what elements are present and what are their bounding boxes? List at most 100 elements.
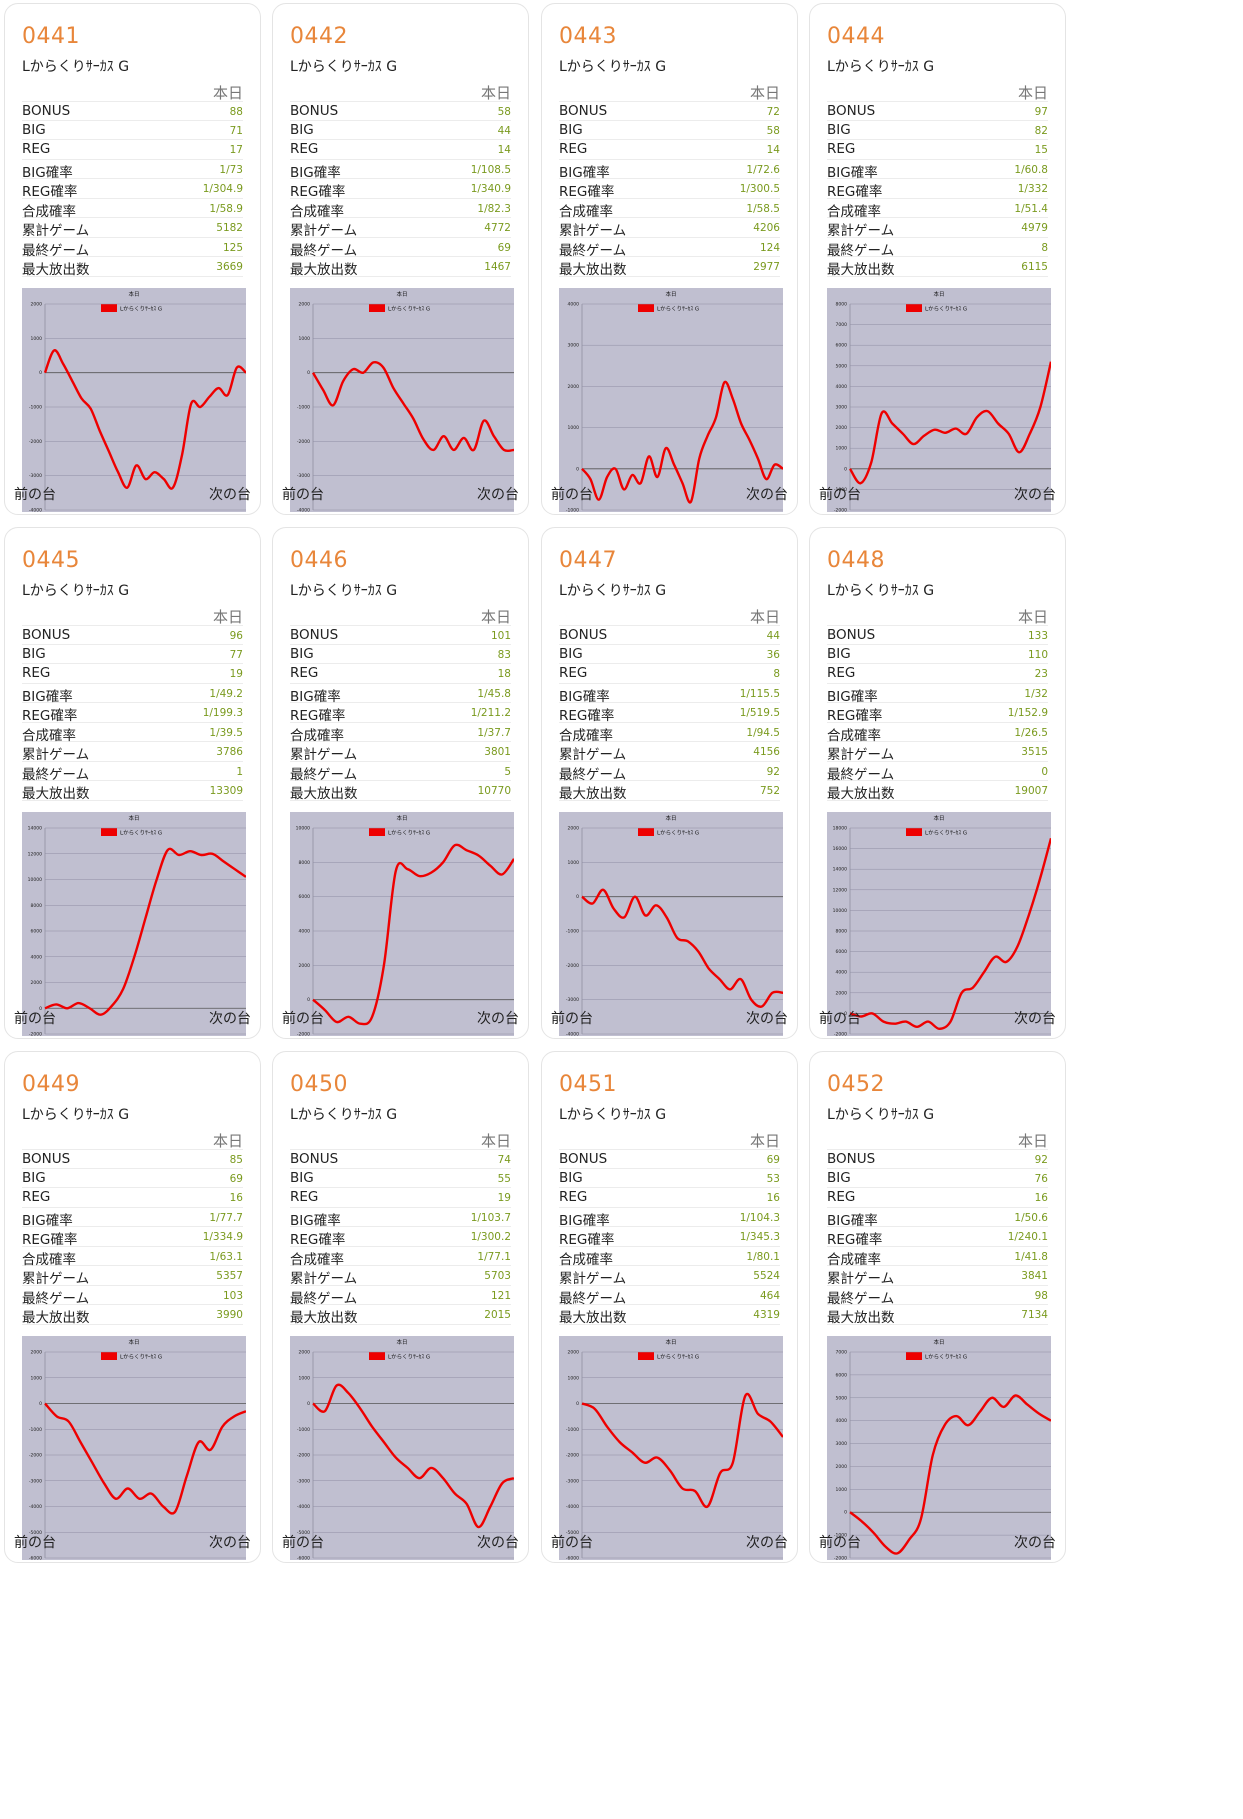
next-machine-link[interactable]: 次の台: [1014, 1535, 1056, 1551]
machine-card: 0445 Lからくりｻｰｶｽ G 本日 BONUS 96 BIG 77 REG 19 BIG確率 1…: [4, 527, 261, 1039]
next-machine-link[interactable]: 次の台: [477, 1011, 519, 1027]
prev-machine-link[interactable]: 前の台: [819, 1535, 861, 1551]
next-machine-link[interactable]: 次の台: [209, 1535, 251, 1551]
y-tick-label: -3000: [297, 473, 310, 479]
legend-label: Lからくりｻｰｶｽ G: [925, 830, 967, 837]
stat-label: 累計ゲーム: [827, 1271, 895, 1287]
prev-machine-link[interactable]: 前の台: [819, 1011, 861, 1027]
stat-row: 累計ゲーム 5182: [22, 218, 243, 239]
stat-label: REG確率: [22, 184, 78, 200]
y-tick-label: -1000: [566, 508, 579, 513]
chart-title: 本日: [128, 290, 139, 298]
stat-value: 44: [497, 124, 511, 137]
y-tick-label: 2000: [299, 1350, 311, 1356]
stat-label: BIG: [290, 1169, 314, 1186]
stat-row: REG確率 1/300.5: [559, 179, 780, 200]
stat-label: BIG: [22, 121, 46, 138]
y-tick-label: 0: [39, 1401, 42, 1407]
stat-label: BIG: [559, 121, 583, 138]
machine-number[interactable]: 0443: [559, 24, 617, 49]
machine-number[interactable]: 0445: [22, 548, 80, 573]
chart-title: 本日: [396, 814, 407, 822]
stat-row: BIG 44: [290, 121, 511, 140]
stat-label: BIG確率: [290, 164, 341, 181]
period-header: 本日: [480, 608, 511, 626]
prev-machine-link[interactable]: 前の台: [14, 487, 56, 503]
machine-number[interactable]: 0442: [290, 24, 348, 49]
y-tick-label: 0: [844, 1510, 847, 1516]
stat-value: 464: [759, 1289, 780, 1302]
next-machine-link[interactable]: 次の台: [209, 487, 251, 503]
stats-table: BONUS 69 BIG 53 REG 16 BIG確率 1/104.3 REG確率 1/345.…: [559, 1149, 780, 1326]
slump-graph: 本日 Lからくりｻｰｶｽ G 2000 1000 0 -1000 -2000 -3000 -40…: [290, 1336, 514, 1560]
y-tick-label: 1000: [299, 336, 311, 342]
machine-card: 0451 Lからくりｻｰｶｽ G 本日 BONUS 69 BIG 53 REG 16 BIG確率 1…: [541, 1051, 798, 1563]
stat-row: BIG 69: [22, 1169, 243, 1188]
next-machine-link[interactable]: 次の台: [477, 487, 519, 503]
stat-label: 最大放出数: [559, 1310, 627, 1326]
machine-number[interactable]: 0441: [22, 24, 80, 49]
next-machine-link[interactable]: 次の台: [746, 487, 788, 503]
stat-value: 1/300.2: [470, 1231, 511, 1243]
y-tick-label: -6000: [29, 1556, 42, 1561]
stat-value: 13309: [209, 785, 243, 797]
stat-label: REG: [559, 665, 588, 681]
next-machine-link[interactable]: 次の台: [746, 1535, 788, 1551]
stats-table: BONUS 44 BIG 36 REG 8 BIG確率 1/115.5 REG確率 1/519.5…: [559, 625, 780, 802]
machine-model: Lからくりｻｰｶｽ G: [827, 1107, 935, 1123]
machine-model: Lからくりｻｰｶｽ G: [559, 583, 667, 599]
next-machine-link[interactable]: 次の台: [477, 1535, 519, 1551]
stat-value: 103: [222, 1289, 243, 1302]
prev-machine-link[interactable]: 前の台: [14, 1535, 56, 1551]
stat-value: 19: [497, 1192, 511, 1204]
stat-label: 最大放出数: [559, 262, 627, 278]
next-machine-link[interactable]: 次の台: [1014, 1011, 1056, 1027]
y-tick-label: 2000: [568, 1350, 580, 1356]
stat-label: BIG確率: [559, 688, 610, 705]
stat-value: 1/77.7: [209, 1211, 243, 1224]
stat-row: REG確率 1/199.3: [22, 703, 243, 724]
stat-label: REG確率: [559, 184, 615, 200]
series-line: [311, 360, 514, 453]
prev-machine-link[interactable]: 前の台: [282, 1011, 324, 1027]
next-machine-link[interactable]: 次の台: [1014, 487, 1056, 503]
stat-value: 1/58.9: [209, 202, 243, 215]
prev-machine-link[interactable]: 前の台: [551, 1011, 593, 1027]
y-tick-label: -6000: [297, 1556, 310, 1561]
machine-number[interactable]: 0444: [827, 24, 885, 49]
stat-label: 最大放出数: [22, 262, 90, 278]
prev-machine-link[interactable]: 前の台: [551, 487, 593, 503]
prev-machine-link[interactable]: 前の台: [282, 487, 324, 503]
prev-machine-link[interactable]: 前の台: [282, 1535, 324, 1551]
next-machine-link[interactable]: 次の台: [746, 1011, 788, 1027]
prev-machine-link[interactable]: 前の台: [551, 1535, 593, 1551]
stat-row: 合成確率 1/63.1: [22, 1247, 243, 1268]
machine-card: 0447 Lからくりｻｰｶｽ G 本日 BONUS 44 BIG 36 REG 8 BIG確率 1/…: [541, 527, 798, 1039]
machine-number[interactable]: 0446: [290, 548, 348, 573]
stat-label: BIG確率: [559, 164, 610, 181]
machine-number[interactable]: 0448: [827, 548, 885, 573]
slump-graph: 本日 Lからくりｻｰｶｽ G 2000 1000 0 -1000 -2000 -3000 -40…: [559, 812, 783, 1036]
stat-label: 累計ゲーム: [22, 1271, 90, 1287]
machine-card: 0448 Lからくりｻｰｶｽ G 本日 BONUS 133 BIG 110 REG 23 BIG確…: [809, 527, 1066, 1039]
machine-model: Lからくりｻｰｶｽ G: [22, 59, 130, 75]
next-machine-link[interactable]: 次の台: [209, 1011, 251, 1027]
y-tick-label: 0: [576, 466, 579, 472]
prev-machine-link[interactable]: 前の台: [14, 1011, 56, 1027]
stat-label: REG確率: [290, 1232, 346, 1248]
machine-number[interactable]: 0451: [559, 1072, 617, 1097]
machine-number[interactable]: 0449: [22, 1072, 80, 1097]
stat-value: 1/39.5: [209, 726, 243, 739]
y-tick-label: 2000: [568, 384, 580, 390]
stat-row: BIG 71: [22, 121, 243, 140]
stat-row: 最終ゲーム 8: [827, 238, 1048, 259]
y-tick-label: 12000: [28, 851, 42, 857]
prev-machine-link[interactable]: 前の台: [819, 487, 861, 503]
stat-value: 1/108.5: [470, 163, 511, 176]
machine-number[interactable]: 0452: [827, 1072, 885, 1097]
machine-number[interactable]: 0447: [559, 548, 617, 573]
stat-row: 最大放出数 3669: [22, 257, 243, 278]
stat-label: BIG確率: [559, 1212, 610, 1229]
machine-number[interactable]: 0450: [290, 1072, 348, 1097]
stat-value: 82: [1034, 124, 1048, 137]
